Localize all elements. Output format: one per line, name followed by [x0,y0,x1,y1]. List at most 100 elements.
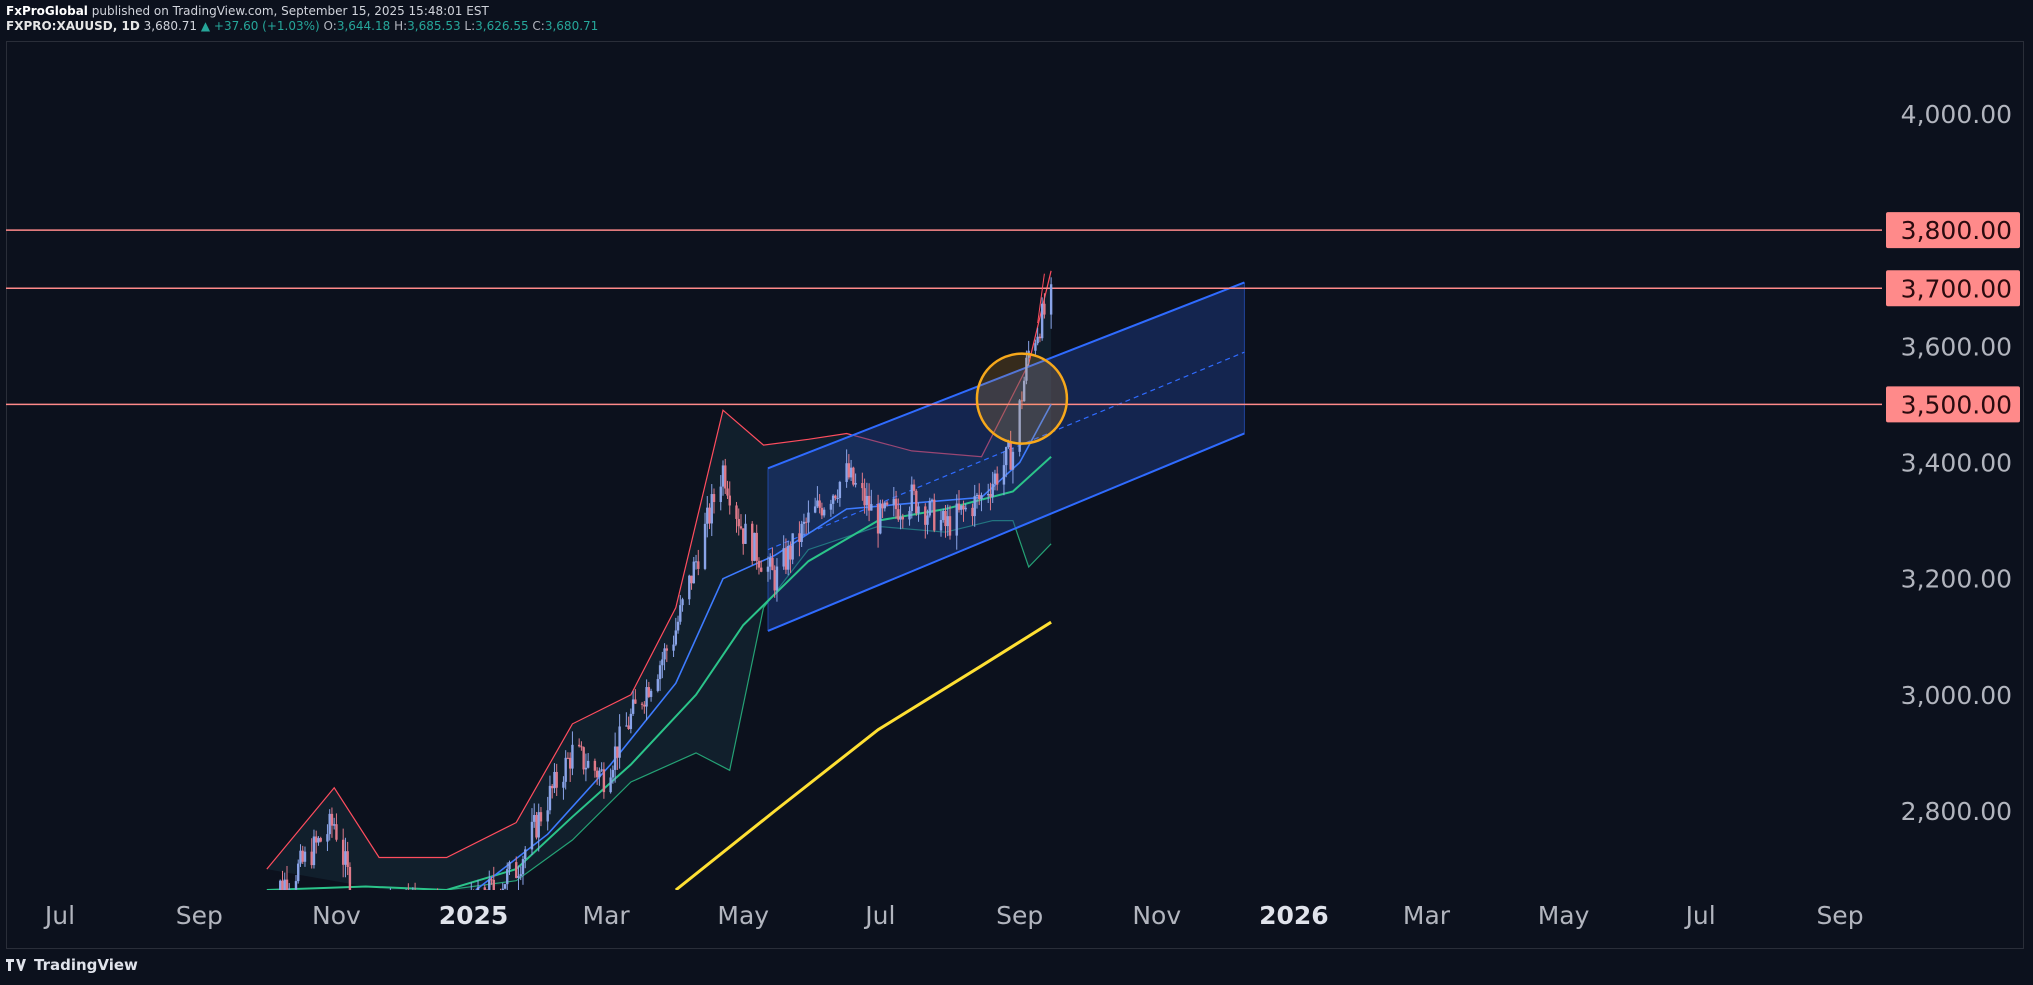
candle-body [820,507,824,516]
footer-brand: TradingView [34,956,138,974]
candle-body [649,690,653,697]
candle-body [398,910,400,911]
candle-body [791,533,794,560]
candle-body [519,874,522,877]
candle-body [957,503,961,510]
candle-body [706,507,709,524]
level-label-3700: 3,700.00 [1901,274,2012,303]
candle-body [582,747,585,770]
candle-body [613,746,617,770]
candle-body [412,892,414,913]
candle-body [899,516,902,520]
candle-body [942,511,945,520]
candle-body [674,630,678,645]
candle-body [524,849,527,860]
candle-body [571,744,574,769]
symbol-label[interactable]: FXPRO:XAUUSD, 1D [6,19,140,33]
candle-body [362,938,364,943]
candle-body [328,813,331,835]
candle-body [1040,303,1044,339]
candle-body [546,810,549,822]
candle-body [719,486,722,503]
candle-body [430,901,432,914]
annotations[interactable] [975,352,1069,445]
candle-body [378,921,380,940]
candle-body [989,494,992,497]
candle-body [771,557,774,571]
candle-body [800,523,803,542]
candle-body [663,648,666,660]
horizontal-levels[interactable]: 3,800.00 3,700.00 3,500.00 [6,212,2020,423]
candle-body [897,509,900,520]
candle-body [476,887,480,890]
candle-body [631,699,635,714]
candle-body [901,516,905,520]
candle-body [550,785,554,789]
candle-body [739,526,743,529]
candle-body [319,838,322,842]
candle-body [852,467,855,485]
candle-body [405,890,407,910]
candle-body [676,621,680,631]
candle-body [865,495,869,506]
candle-body [933,499,936,531]
candle-body [611,769,615,778]
candle-body [346,851,349,867]
candle-body [939,519,943,531]
price-axis[interactable]: 2,800.00 3,000.00 3,200.00 3,400.00 3,600.00… [1901,100,2012,826]
candle-body [382,913,384,934]
band-lower-line [365,519,1052,890]
candle-body [822,509,826,516]
candle-body [710,494,713,524]
candle-body [425,917,427,922]
candle-body [892,498,896,505]
candle-body [423,911,425,922]
candle-body [1007,442,1010,448]
candle-body [407,890,409,908]
candle-body [566,757,570,759]
candle-body [834,495,837,499]
x-tick-label: May [1538,901,1590,930]
candle-body [849,467,853,478]
candle-body [584,767,588,770]
candle-body [944,511,947,527]
candle-body [483,887,486,890]
candle-body [535,815,538,838]
candle-body [926,515,929,525]
candle-body [272,895,274,908]
candle-body [472,892,474,900]
x-tick-label: Nov [312,901,361,930]
candle-body [742,528,745,544]
candle-body [344,851,347,865]
candle-body [593,760,597,771]
chart-frame[interactable] [6,41,2024,949]
candle-body [728,495,731,506]
candle-body [883,502,887,509]
x-tick-label: Sep [176,901,223,930]
candle-body [690,575,693,584]
candle-body [807,512,810,523]
candle-body [515,862,518,878]
candle-body [294,881,298,890]
tradingview-footer[interactable]: TradingView [6,956,138,974]
y-tick-label: 4,000.00 [1901,100,2012,129]
candle-body [315,836,318,843]
candle-body [1020,400,1024,402]
high-value: 3,685.53 [407,19,461,33]
chart-header: FxProGlobal published on TradingView.com… [6,4,598,34]
candle-body [948,516,952,536]
candle-body [288,889,291,890]
time-axis[interactable]: Jul Sep Nov 2025 Mar May Jul Sep Nov 2026 Mar May Ju… [43,901,1864,930]
publisher-name[interactable]: FxProGlobal [6,4,88,18]
candle-body [266,898,268,899]
candle-body [962,505,965,510]
candle-body [964,507,967,510]
candle-body [283,879,286,890]
y-tick-label: 3,400.00 [1901,449,2012,478]
candle-body [299,850,302,864]
candle-body [391,900,393,908]
candle-body [537,812,540,838]
candle-body [816,500,819,507]
candle-body [503,884,507,889]
